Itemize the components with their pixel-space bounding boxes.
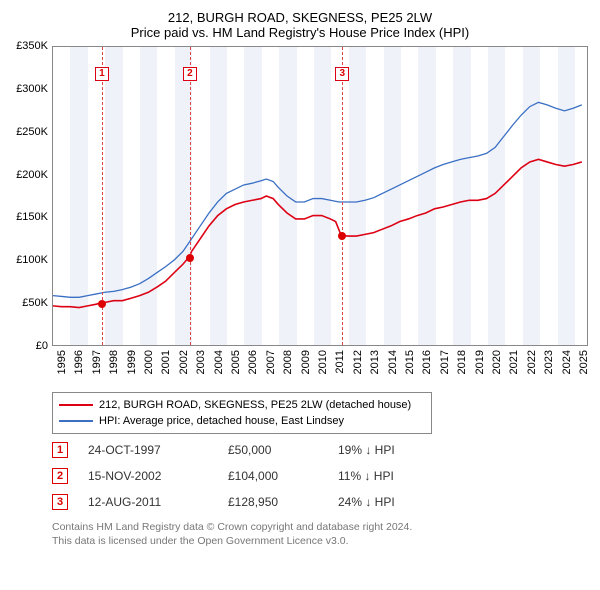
legend-item: HPI: Average price, detached house, East… (59, 413, 425, 429)
x-axis-label: 2025 (578, 350, 600, 386)
y-axis-label: £150K (0, 211, 48, 223)
legend-swatch (59, 420, 93, 422)
y-axis-label: £0 (0, 340, 48, 352)
series-hpi (53, 102, 582, 297)
event-marker-box: 2 (183, 67, 197, 81)
chart-title-address: 212, BURGH ROAD, SKEGNESS, PE25 2LW (12, 10, 588, 25)
event-vline (190, 47, 191, 345)
y-axis-label: £300K (0, 83, 48, 95)
event-dot (98, 300, 106, 308)
y-axis-label: £100K (0, 254, 48, 266)
plot-area: 1 2 3 (52, 46, 588, 346)
event-delta: 11% ↓ HPI (338, 469, 448, 483)
attribution: Contains HM Land Registry data © Crown c… (52, 520, 588, 548)
event-marker-box: 3 (335, 67, 349, 81)
chart: £0£50K£100K£150K£200K£250K£300K£350K 123… (12, 46, 588, 386)
event-date: 15-NOV-2002 (88, 469, 228, 483)
footer-line-2: This data is licensed under the Open Gov… (52, 534, 588, 548)
event-vline (342, 47, 343, 345)
event-dot (186, 254, 194, 262)
event-list: 1 24-OCT-1997£50,00019% ↓ HPI 2 15-NOV-2002… (52, 442, 588, 510)
event-price: £128,950 (228, 495, 338, 509)
series-price_paid (53, 159, 582, 307)
event-row: 2 15-NOV-2002£104,00011% ↓ HPI (52, 468, 588, 484)
legend: 212, BURGH ROAD, SKEGNESS, PE25 2LW (det… (52, 392, 432, 434)
event-row: 1 24-OCT-1997£50,00019% ↓ HPI (52, 442, 588, 458)
legend-swatch (59, 404, 93, 406)
event-number-box: 2 (52, 468, 68, 484)
event-number-box: 3 (52, 494, 68, 510)
y-axis-label: £350K (0, 40, 48, 52)
event-price: £104,000 (228, 469, 338, 483)
event-delta: 24% ↓ HPI (338, 495, 448, 509)
event-dot (338, 232, 346, 240)
event-marker-box: 1 (95, 67, 109, 81)
event-price: £50,000 (228, 443, 338, 457)
y-axis-label: £250K (0, 126, 48, 138)
chart-subtitle: Price paid vs. HM Land Registry's House … (12, 25, 588, 40)
y-axis-label: £50K (0, 297, 48, 309)
event-number-box: 1 (52, 442, 68, 458)
legend-label: 212, BURGH ROAD, SKEGNESS, PE25 2LW (det… (99, 397, 411, 413)
footer-line-1: Contains HM Land Registry data © Crown c… (52, 520, 588, 534)
event-delta: 19% ↓ HPI (338, 443, 448, 457)
event-date: 24-OCT-1997 (88, 443, 228, 457)
line-plot (53, 47, 587, 345)
legend-label: HPI: Average price, detached house, East… (99, 413, 344, 429)
event-row: 3 12-AUG-2011£128,95024% ↓ HPI (52, 494, 588, 510)
y-axis-label: £200K (0, 169, 48, 181)
event-date: 12-AUG-2011 (88, 495, 228, 509)
legend-item: 212, BURGH ROAD, SKEGNESS, PE25 2LW (det… (59, 397, 425, 413)
